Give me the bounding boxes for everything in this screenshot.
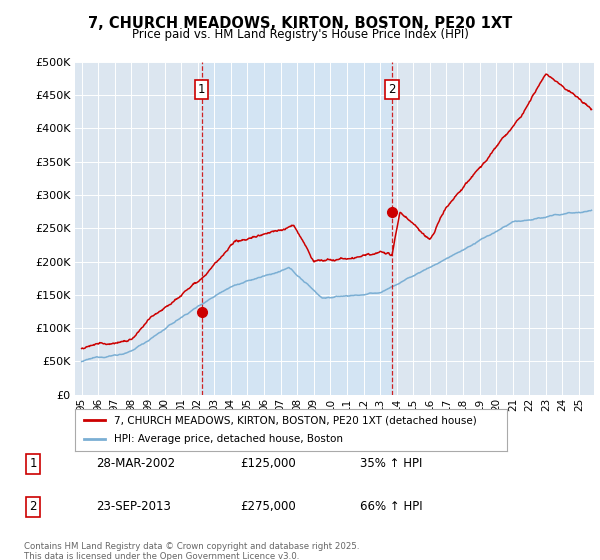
Text: HPI: Average price, detached house, Boston: HPI: Average price, detached house, Bost… bbox=[114, 435, 343, 445]
Text: 2: 2 bbox=[29, 500, 37, 514]
Text: Price paid vs. HM Land Registry's House Price Index (HPI): Price paid vs. HM Land Registry's House … bbox=[131, 28, 469, 41]
Text: 66% ↑ HPI: 66% ↑ HPI bbox=[360, 500, 422, 514]
Bar bbox=[202, 62, 392, 395]
Text: 1: 1 bbox=[198, 83, 205, 96]
Text: 2: 2 bbox=[388, 83, 396, 96]
Text: 7, CHURCH MEADOWS, KIRTON, BOSTON, PE20 1XT: 7, CHURCH MEADOWS, KIRTON, BOSTON, PE20 … bbox=[88, 16, 512, 31]
Text: 28-MAR-2002: 28-MAR-2002 bbox=[96, 457, 175, 470]
Text: 35% ↑ HPI: 35% ↑ HPI bbox=[360, 457, 422, 470]
Text: £125,000: £125,000 bbox=[240, 457, 296, 470]
Text: 1: 1 bbox=[29, 457, 37, 470]
Text: £275,000: £275,000 bbox=[240, 500, 296, 514]
Text: 7, CHURCH MEADOWS, KIRTON, BOSTON, PE20 1XT (detached house): 7, CHURCH MEADOWS, KIRTON, BOSTON, PE20 … bbox=[114, 415, 476, 425]
Text: Contains HM Land Registry data © Crown copyright and database right 2025.
This d: Contains HM Land Registry data © Crown c… bbox=[24, 542, 359, 560]
Text: 23-SEP-2013: 23-SEP-2013 bbox=[96, 500, 171, 514]
